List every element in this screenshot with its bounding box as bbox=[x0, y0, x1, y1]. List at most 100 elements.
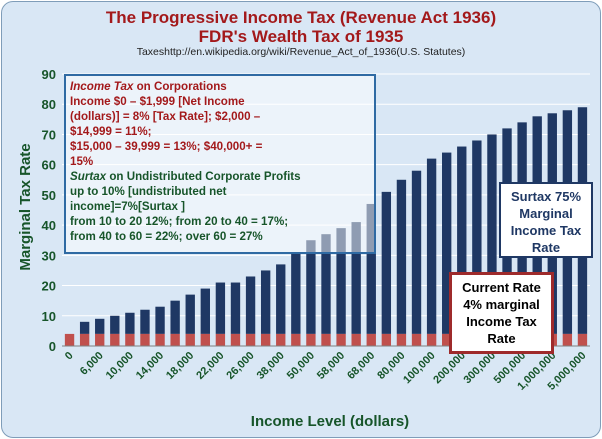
bar-1936-rate bbox=[245, 276, 256, 334]
bar-1936-rate bbox=[291, 252, 301, 334]
bar-1936-rate bbox=[487, 134, 497, 334]
bar-1936-rate bbox=[351, 222, 361, 334]
callout-line: Rate bbox=[487, 331, 516, 346]
callout-line: Income Tax bbox=[510, 223, 582, 238]
callout-line: Rate bbox=[531, 240, 561, 255]
bar-1936-rate bbox=[185, 294, 195, 334]
bar-1936-rate bbox=[396, 179, 407, 334]
corp-tax-heading: on Corporations bbox=[133, 80, 227, 93]
x-tick-label: 14,000 bbox=[134, 350, 166, 382]
chart-subtitle: FDR's Wealth Tax of 1935 bbox=[198, 27, 404, 46]
x-tick-label: 58,000 bbox=[315, 350, 347, 382]
bar-1936-rate bbox=[366, 203, 376, 334]
bar-1936-rate bbox=[426, 158, 437, 334]
x-tick-label: 22,000 bbox=[194, 350, 226, 382]
y-tick-label: 50 bbox=[42, 188, 56, 203]
corp-tax-heading-italic: Income Tax bbox=[70, 80, 134, 93]
surtax-line: from 10 to 20 12%; from 20 to 40 = 17%; bbox=[70, 215, 289, 228]
y-tick-label: 30 bbox=[42, 248, 56, 263]
callout-line: Marginal bbox=[519, 206, 573, 221]
x-tick-label: 0 bbox=[63, 350, 76, 363]
bar-1936-rate bbox=[110, 315, 120, 334]
y-tick-label: 0 bbox=[49, 339, 56, 354]
y-tick-label: 70 bbox=[42, 127, 56, 142]
bar-current-rate bbox=[245, 333, 256, 346]
corp-tax-line: $15,000 – 39,999 = 13%; $40,000+ = bbox=[70, 140, 263, 153]
bar-current-rate bbox=[321, 333, 331, 346]
bar-current-rate bbox=[95, 333, 105, 346]
bar-1936-rate bbox=[155, 306, 165, 334]
bar-1936-rate bbox=[215, 282, 226, 334]
bar-current-rate bbox=[260, 333, 271, 346]
bar-current-rate bbox=[562, 333, 573, 346]
surtax-75-callout: Surtax 75% Marginal Income Tax Rate bbox=[499, 182, 593, 258]
surtax-heading: on Undistributed Corporate Profits bbox=[106, 170, 301, 183]
x-axis-label: Income Level (dollars) bbox=[251, 413, 409, 430]
bar-current-rate bbox=[276, 333, 286, 346]
bar-1936-rate bbox=[457, 146, 467, 334]
bar-1936-rate bbox=[442, 152, 452, 334]
corp-tax-line: 15% bbox=[70, 155, 94, 168]
corp-tax-line: $14,999 = 11%; bbox=[70, 125, 152, 138]
bar-1936-rate bbox=[200, 288, 210, 334]
bar-1936-rate bbox=[472, 140, 482, 334]
bar-1936-rate bbox=[411, 170, 422, 334]
x-tick-label: 68,000 bbox=[345, 350, 377, 382]
bar-current-rate bbox=[185, 333, 195, 346]
bar-1936-rate bbox=[306, 240, 316, 334]
callout-line: Current Rate bbox=[462, 280, 541, 295]
bar-current-rate bbox=[442, 333, 452, 346]
corp-tax-line: (dollars)] = 8% [Tax Rate]; $2,000 – bbox=[70, 110, 261, 123]
y-tick-label: 90 bbox=[42, 67, 56, 82]
callout-line: Surtax 75% bbox=[510, 189, 582, 204]
y-tick-label: 20 bbox=[42, 279, 56, 294]
bar-1936-rate bbox=[321, 234, 331, 334]
bar-1936-rate bbox=[381, 191, 392, 334]
current-rate-callout: Current Rate 4% marginal Income Tax Rate bbox=[449, 272, 554, 354]
x-tick-label: 100,000 bbox=[401, 350, 438, 387]
corp-tax-line: Income $0 – $1,999 [Net Income bbox=[70, 95, 245, 108]
bar-current-rate bbox=[336, 333, 346, 346]
source-note: Taxeshttp://en.wikipedia.org/wiki/Revenu… bbox=[136, 46, 466, 58]
x-tick-label: 50,000 bbox=[285, 350, 317, 382]
bar-current-rate bbox=[351, 333, 361, 346]
bar-current-rate bbox=[306, 333, 316, 346]
bar-1936-rate bbox=[79, 321, 90, 334]
x-tick-label: 26,000 bbox=[224, 350, 256, 382]
bar-current-rate bbox=[79, 333, 90, 346]
bar-current-rate bbox=[291, 333, 301, 346]
bar-current-rate bbox=[215, 333, 226, 346]
bar-1936-rate bbox=[140, 309, 150, 334]
chart-title: The Progressive Income Tax (Revenue Act … bbox=[105, 8, 497, 27]
surtax-line: income]=7%[Surtax ] bbox=[70, 200, 186, 213]
bar-current-rate bbox=[411, 333, 422, 346]
bar-1936-rate bbox=[170, 300, 180, 334]
x-tick-label: 18,000 bbox=[164, 350, 196, 382]
y-tick-label: 10 bbox=[42, 309, 56, 324]
bar-current-rate bbox=[200, 333, 210, 346]
x-tick-label: 38,000 bbox=[255, 350, 287, 382]
bar-1936-rate bbox=[95, 318, 105, 334]
corporate-tax-annotation: Income Tax on Corporations Income $0 – $… bbox=[64, 74, 376, 254]
surtax-line: up to 10% [undistributed net bbox=[70, 185, 227, 198]
surtax-heading-italic: Surtax bbox=[70, 170, 107, 183]
bar-current-rate bbox=[170, 333, 180, 346]
y-axis-label: Marginal Tax Rate bbox=[17, 143, 34, 270]
bar-current-rate bbox=[366, 333, 376, 346]
callout-line: Income Tax bbox=[466, 314, 537, 329]
x-tick-label: 6,000 bbox=[78, 350, 106, 378]
surtax-line: from 40 to 60 = 22%; over 60 = 27% bbox=[70, 230, 263, 243]
bar-current-rate bbox=[577, 333, 588, 346]
bar-current-rate bbox=[64, 333, 75, 346]
bar-1936-rate bbox=[276, 264, 286, 334]
bar-current-rate bbox=[381, 333, 392, 346]
bar-current-rate bbox=[426, 333, 437, 346]
bar-current-rate bbox=[110, 333, 120, 346]
bar-current-rate bbox=[140, 333, 150, 346]
callout-line: 4% marginal bbox=[463, 297, 540, 312]
bar-1936-rate bbox=[230, 282, 241, 334]
bar-1936-rate bbox=[336, 228, 346, 334]
bar-1936-rate bbox=[260, 270, 271, 334]
x-tick-label: 300,000 bbox=[461, 350, 498, 387]
